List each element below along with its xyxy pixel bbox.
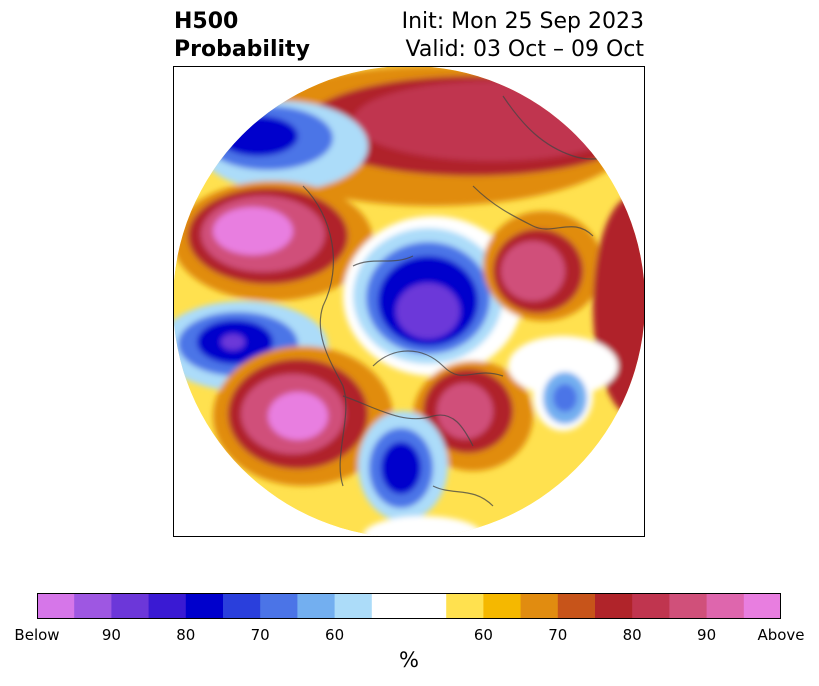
valid-range: Valid: 03 Oct – 09 Oct bbox=[405, 37, 644, 62]
init-date: Init: Mon 25 Sep 2023 bbox=[401, 9, 644, 34]
colorbar-swatch bbox=[483, 593, 522, 619]
colorbar-tick-label: 70 bbox=[250, 626, 270, 644]
map-svg bbox=[173, 66, 645, 537]
colorbar-swatch bbox=[557, 593, 596, 619]
colorbar-swatch bbox=[632, 593, 670, 619]
colorbar-unit: % bbox=[399, 648, 419, 672]
colorbar-tick-label: Below bbox=[14, 626, 60, 644]
probability-map bbox=[173, 66, 645, 537]
colorbar-tick-label: 90 bbox=[101, 626, 121, 644]
colorbar-tick-label: 60 bbox=[325, 626, 345, 644]
colorbar-swatch bbox=[297, 593, 336, 619]
colorbar-tick-label: Above bbox=[757, 626, 805, 644]
colorbar-swatch bbox=[334, 593, 373, 619]
title-block: H500 Probability bbox=[174, 8, 310, 64]
colorbar-swatch bbox=[520, 593, 559, 619]
product-title: Probability bbox=[174, 37, 310, 62]
colorbar-swatch bbox=[223, 593, 261, 619]
colorbar-swatch bbox=[669, 593, 708, 619]
colorbar-swatch bbox=[260, 593, 298, 619]
colorbar-swatch bbox=[706, 593, 745, 619]
map-border bbox=[173, 66, 645, 537]
colorbar-svg bbox=[37, 593, 781, 619]
colorbar-swatch bbox=[37, 593, 75, 619]
colorbar-tick-label: 80 bbox=[622, 626, 642, 644]
colorbar-swatch bbox=[371, 593, 447, 619]
colorbar-tick-label: 90 bbox=[697, 626, 717, 644]
date-block: Init: Mon 25 Sep 2023 Valid: 03 Oct – 09… bbox=[402, 8, 644, 64]
colorbar-swatch bbox=[148, 593, 187, 619]
colorbar-swatch bbox=[111, 593, 150, 619]
colorbar bbox=[37, 593, 781, 619]
colorbar-tick-label: 80 bbox=[176, 626, 196, 644]
colorbar-swatch bbox=[74, 593, 112, 619]
colorbar-tick-label: 60 bbox=[473, 626, 493, 644]
colorbar-border bbox=[37, 593, 781, 619]
colorbar-swatch bbox=[446, 593, 484, 619]
variable-title: H500 bbox=[174, 9, 239, 34]
colorbar-swatch bbox=[185, 593, 224, 619]
anomaly-field bbox=[173, 66, 645, 537]
colorbar-tick-label: 70 bbox=[548, 626, 568, 644]
colorbar-swatch bbox=[595, 593, 633, 619]
colorbar-swatch bbox=[743, 593, 781, 619]
